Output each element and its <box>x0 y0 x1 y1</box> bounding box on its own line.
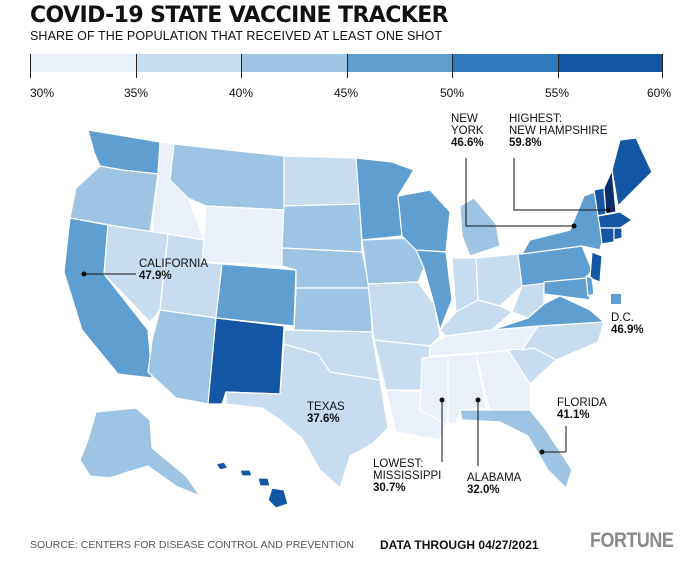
source-note: SOURCE: CENTERS FOR DISEASE CONTROL AND … <box>30 539 354 551</box>
legend-tick-label: 40% <box>228 86 254 100</box>
color-legend <box>30 54 663 72</box>
dot-mississippi <box>439 397 445 403</box>
label-texas-name: TEXAS <box>307 401 345 413</box>
label-dc-value: 46.9% <box>611 324 644 336</box>
state-new-york <box>521 189 605 255</box>
dot-new-york <box>571 223 577 229</box>
state-florida <box>459 409 573 489</box>
state-north-dakota <box>283 155 361 207</box>
state-ohio <box>475 253 523 307</box>
dot-florida <box>539 449 545 455</box>
legend-tick-label: 45% <box>333 86 359 100</box>
label-alabama-value: 32.0% <box>467 484 500 496</box>
state-virginia <box>491 295 605 331</box>
state-new-mexico <box>207 317 285 405</box>
legend-tick-label: 55% <box>544 86 570 100</box>
label-dc: D.C. 46.9% <box>611 312 644 336</box>
legend-tick-label: 30% <box>29 86 55 100</box>
label-florida-name: FLORIDA <box>557 397 607 409</box>
label-california-name: CALIFORNIA <box>139 258 209 270</box>
state-massachusetts <box>597 211 633 229</box>
legend-bin-45-50 <box>346 54 452 72</box>
label-ms-value: 30.7% <box>373 482 406 494</box>
label-alabama-name: ALABAMA <box>467 472 522 484</box>
state-hawaii-big-island <box>267 487 289 509</box>
label-mississippi: LOWEST: MISSISSIPPI 30.7% <box>373 458 441 494</box>
label-new-york-value: 46.6% <box>451 137 484 149</box>
chart-title: COVID-19 STATE VACCINE TRACKER <box>30 3 449 28</box>
state-maryland <box>543 277 591 301</box>
label-florida-value: 41.1% <box>557 409 590 421</box>
label-texas: TEXAS 37.6% <box>307 401 345 425</box>
state-colorado <box>215 263 297 327</box>
data-through-note: DATA THROUGH 04/27/2021 <box>380 538 539 552</box>
state-michigan <box>459 197 501 257</box>
label-new-hampshire: HIGHEST: NEW HAMPSHIRE 59.8% <box>509 113 607 149</box>
dot-california <box>81 271 87 277</box>
state-alaska <box>79 407 201 497</box>
label-california: CALIFORNIA 47.9% <box>139 258 208 282</box>
state-new-hampshire <box>603 169 617 215</box>
state-hawaii-3 <box>257 477 271 487</box>
leader-new-hampshire <box>513 158 608 211</box>
state-wyoming <box>201 205 285 267</box>
dot-new-hampshire <box>605 207 611 213</box>
legend-tick-label: 50% <box>439 86 465 100</box>
state-hawaii-2 <box>239 469 253 477</box>
legend-bin-30-35 <box>30 54 136 72</box>
legend-bin-35-40 <box>135 54 241 72</box>
legend-bin-50-55 <box>452 54 558 72</box>
state-arizona <box>147 309 217 405</box>
label-ms-line2: MISSISSIPPI <box>373 470 442 482</box>
leader-new-york <box>465 158 574 227</box>
legend-tick-label: 60% <box>646 86 672 100</box>
state-hawaii <box>215 461 229 471</box>
state-connecticut <box>599 227 615 245</box>
state-kansas <box>293 287 373 333</box>
label-nh-value: 59.8% <box>509 137 542 149</box>
label-texas-value: 37.6% <box>307 413 340 425</box>
state-mississippi <box>419 355 449 425</box>
state-south-dakota <box>281 203 363 253</box>
state-rhode-island <box>613 227 623 241</box>
label-new-york-line2: YORK <box>451 125 484 137</box>
label-nh-line2: NEW HAMPSHIRE <box>509 125 608 137</box>
label-new-york-line1: NEW <box>451 113 478 125</box>
label-nh-line1: HIGHEST: <box>509 113 563 125</box>
label-alabama: ALABAMA 32.0% <box>467 472 521 496</box>
state-delaware <box>585 275 595 297</box>
legend-bin-55-60 <box>557 54 663 72</box>
state-missouri <box>367 281 441 347</box>
label-new-york: NEW YORK 46.6% <box>451 113 484 149</box>
label-dc-name: D.C. <box>611 312 634 324</box>
legend-tick-label: 35% <box>123 86 149 100</box>
dot-alabama <box>475 397 481 403</box>
legend-bin-40-45 <box>241 54 347 72</box>
fortune-logo: FORTUNE <box>590 529 674 552</box>
label-florida: FLORIDA 41.1% <box>557 397 607 421</box>
label-california-value: 47.9% <box>139 270 172 282</box>
state-new-jersey <box>589 251 603 283</box>
state-maine <box>611 137 653 207</box>
dc-swatch <box>611 294 621 304</box>
chart-subtitle: SHARE OF THE POPULATION THAT RECEIVED AT… <box>30 29 443 43</box>
state-georgia <box>475 349 531 413</box>
state-texas <box>225 343 389 489</box>
label-ms-line1: LOWEST: <box>373 458 424 470</box>
